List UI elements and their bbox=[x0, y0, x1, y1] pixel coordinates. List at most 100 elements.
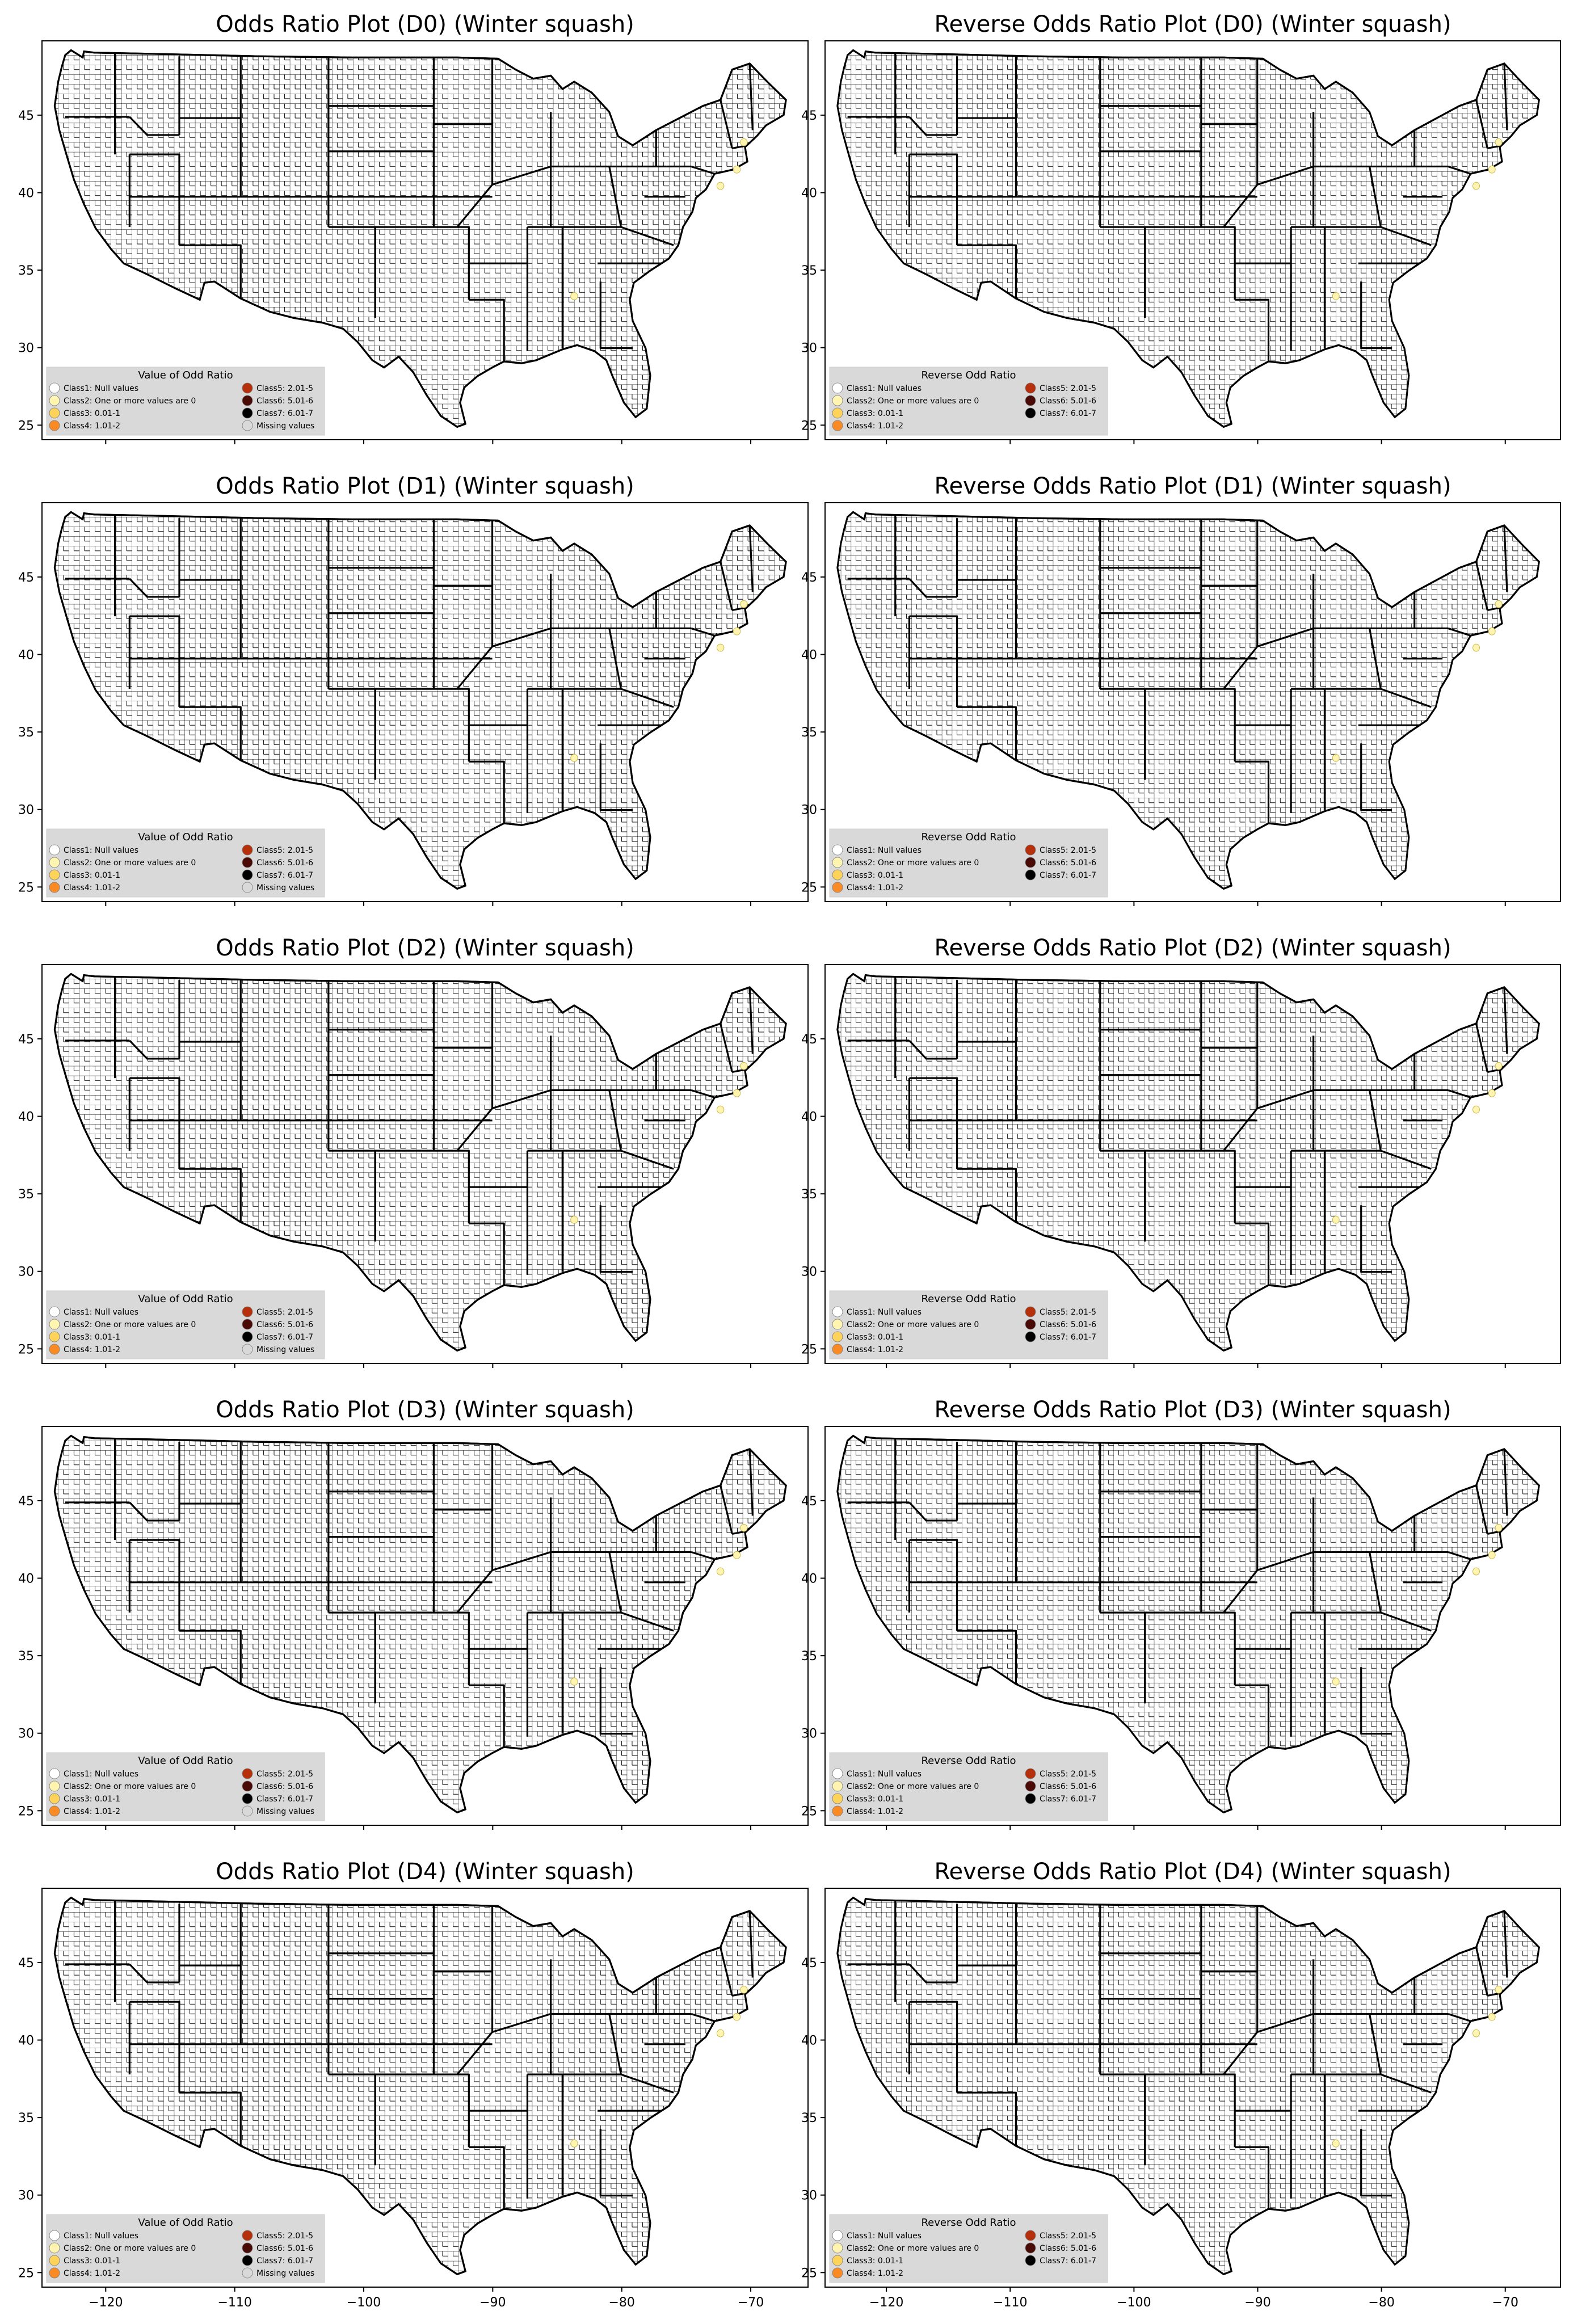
y-tick-label: 40 bbox=[18, 1110, 34, 1125]
legend-swatch bbox=[832, 844, 843, 856]
state-boundary bbox=[1190, 1613, 1235, 1685]
legend-label: Class6: 5.01-6 bbox=[256, 397, 313, 406]
state-boundary bbox=[909, 117, 957, 135]
state-boundary bbox=[422, 689, 469, 761]
legend-title: Value of Odd Ratio bbox=[138, 2217, 233, 2229]
legend-swatch bbox=[49, 1319, 60, 1330]
legend-label: Class2: One or more values are 0 bbox=[64, 1782, 196, 1791]
highlighted-county bbox=[571, 1678, 578, 1685]
state-boundary bbox=[1361, 281, 1392, 348]
legend-label: Class5: 2.01-5 bbox=[1040, 846, 1096, 855]
legend-title: Value of Odd Ratio bbox=[138, 369, 233, 381]
state-boundary bbox=[909, 2044, 957, 2093]
legend-label: Class1: Null values bbox=[847, 846, 922, 855]
highlighted-county bbox=[1495, 138, 1502, 146]
state-boundary bbox=[750, 1911, 752, 1977]
legend-swatch bbox=[242, 1793, 253, 1804]
panel-title: Reverse Odds Ratio Plot (D4) (Winter squ… bbox=[934, 1859, 1451, 1885]
y-tick-label: 45 bbox=[18, 1494, 34, 1509]
map-panel-d0-reverse: Reverse Odds Ratio Plot (D0) (Winter squ… bbox=[801, 11, 1561, 444]
y-tick-label: 30 bbox=[18, 2189, 34, 2203]
legend-box bbox=[829, 1290, 1108, 1359]
state-boundary bbox=[621, 689, 674, 707]
state-boundary bbox=[1370, 628, 1381, 689]
state-boundary bbox=[621, 2074, 674, 2093]
legend-swatch bbox=[49, 1768, 60, 1779]
state-boundary bbox=[1504, 525, 1507, 592]
y-tick-label: 25 bbox=[801, 1342, 817, 1357]
highlighted-county bbox=[571, 754, 578, 761]
panel-title: Odds Ratio Plot (D3) (Winter squash) bbox=[216, 1397, 634, 1423]
state-boundary bbox=[1370, 2014, 1381, 2074]
y-tick-label: 35 bbox=[801, 726, 817, 740]
state-boundary bbox=[129, 117, 179, 135]
legend-label: Class1: Null values bbox=[64, 2232, 138, 2241]
state-boundary bbox=[422, 1613, 469, 1685]
y-tick-label: 35 bbox=[801, 2111, 817, 2125]
legend-swatch bbox=[1025, 2242, 1036, 2254]
y-tick-label: 45 bbox=[18, 571, 34, 585]
legend-swatch bbox=[49, 1344, 60, 1355]
x-tick-label: −120 bbox=[89, 2296, 123, 2310]
legend-label: Class4: 1.01-2 bbox=[64, 1807, 120, 1816]
legend-swatch bbox=[1025, 407, 1036, 419]
x-tick-label: −80 bbox=[608, 2296, 634, 2310]
y-tick-label: 30 bbox=[801, 342, 817, 356]
y-tick-label: 25 bbox=[801, 419, 817, 433]
state-boundary bbox=[457, 184, 493, 227]
highlighted-county bbox=[1495, 1986, 1502, 1993]
legend-label: Class6: 5.01-6 bbox=[256, 2244, 313, 2253]
state-boundary bbox=[600, 1667, 633, 1733]
legend-swatch bbox=[242, 1331, 253, 1342]
legend-label: Class5: 2.01-5 bbox=[256, 1308, 313, 1317]
legend-label: Class3: 0.01-1 bbox=[64, 1795, 120, 1804]
state-boundary bbox=[1381, 689, 1431, 707]
highlighted-county bbox=[1473, 182, 1480, 190]
legend-box bbox=[829, 2214, 1108, 2283]
legend-label: Class1: Null values bbox=[64, 1308, 138, 1317]
legend-title: Reverse Odd Ratio bbox=[921, 1755, 1016, 1767]
highlighted-county bbox=[1332, 1216, 1339, 1223]
y-tick-label: 25 bbox=[801, 1804, 817, 1818]
legend-label: Class3: 0.01-1 bbox=[64, 2256, 120, 2266]
state-boundary bbox=[1361, 1667, 1392, 1733]
state-boundary bbox=[422, 1151, 469, 1223]
map-panel-d4-reverse: Reverse Odds Ratio Plot (D4) (Winter squ… bbox=[801, 1859, 1561, 2310]
legend-box bbox=[829, 1752, 1108, 1821]
legend-swatch bbox=[242, 1306, 253, 1317]
legend-swatch bbox=[49, 1780, 60, 1792]
legend-label: Class2: One or more values are 0 bbox=[64, 397, 196, 406]
state-boundary bbox=[957, 1169, 1016, 1222]
legend-label: Class5: 2.01-5 bbox=[1040, 2232, 1096, 2241]
legend-label: Class7: 6.01-7 bbox=[1040, 1795, 1096, 1804]
state-boundary bbox=[909, 154, 957, 197]
state-boundary bbox=[1190, 1151, 1235, 1223]
legend-box bbox=[46, 1290, 325, 1359]
state-boundary bbox=[179, 1169, 241, 1222]
state-boundary bbox=[1223, 646, 1257, 689]
map-panel-d2-reverse: Reverse Odds Ratio Plot (D2) (Winter squ… bbox=[801, 935, 1561, 1368]
legend-box bbox=[46, 828, 325, 898]
y-tick-label: 25 bbox=[18, 1342, 34, 1357]
state-boundary bbox=[721, 1485, 733, 1534]
highlighted-county bbox=[717, 182, 723, 190]
state-boundary bbox=[721, 100, 733, 148]
state-boundary bbox=[1361, 1205, 1392, 1272]
y-tick-label: 25 bbox=[18, 881, 34, 895]
state-boundary bbox=[1370, 1552, 1381, 1613]
panel-title: Reverse Odds Ratio Plot (D0) (Winter squ… bbox=[934, 11, 1451, 37]
highlighted-county bbox=[740, 138, 747, 146]
highlighted-county bbox=[717, 2030, 723, 2037]
state-boundary bbox=[957, 1631, 1016, 1684]
legend-label: Class7: 6.01-7 bbox=[256, 871, 313, 880]
highlighted-county bbox=[740, 600, 747, 608]
legend-label: Class7: 6.01-7 bbox=[256, 1795, 313, 1804]
map-panel-d1-odds: Odds Ratio Plot (D1) (Winter squash) 45 40… bbox=[18, 473, 809, 906]
state-boundary bbox=[469, 1223, 504, 1285]
legend-label: Class2: One or more values are 0 bbox=[64, 1320, 196, 1329]
state-boundary bbox=[691, 166, 714, 174]
legend-swatch bbox=[832, 407, 843, 419]
state-boundary bbox=[129, 659, 179, 707]
y-tick-label: 45 bbox=[801, 109, 817, 123]
